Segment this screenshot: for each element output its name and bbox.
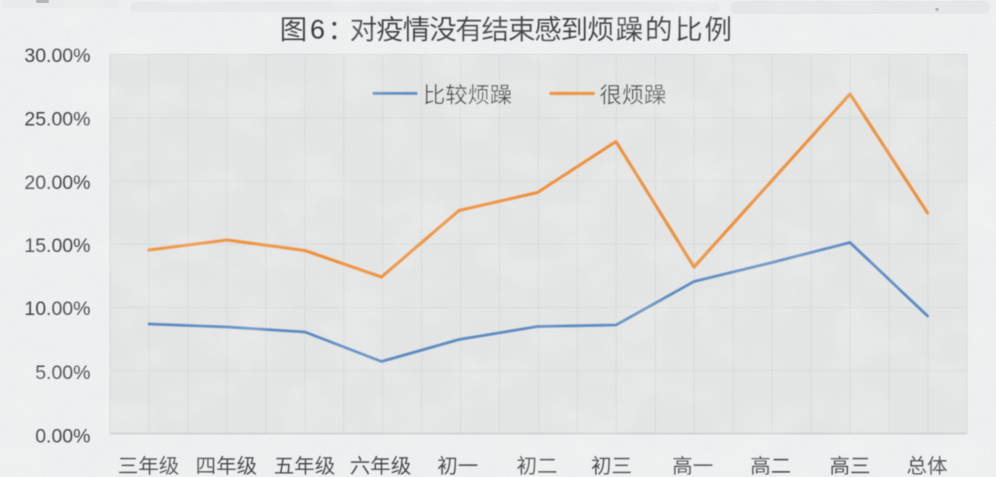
- svg-text:30.00%: 30.00%: [24, 45, 90, 67]
- svg-text:25.00%: 25.00%: [24, 108, 90, 130]
- svg-text:0.00%: 0.00%: [35, 425, 90, 447]
- svg-text:15.00%: 15.00%: [24, 235, 90, 257]
- svg-text:20.00%: 20.00%: [24, 172, 90, 194]
- svg-text:5.00%: 5.00%: [35, 362, 90, 384]
- svg-text:10.00%: 10.00%: [24, 298, 90, 320]
- svg-text:6: 6: [310, 15, 325, 45]
